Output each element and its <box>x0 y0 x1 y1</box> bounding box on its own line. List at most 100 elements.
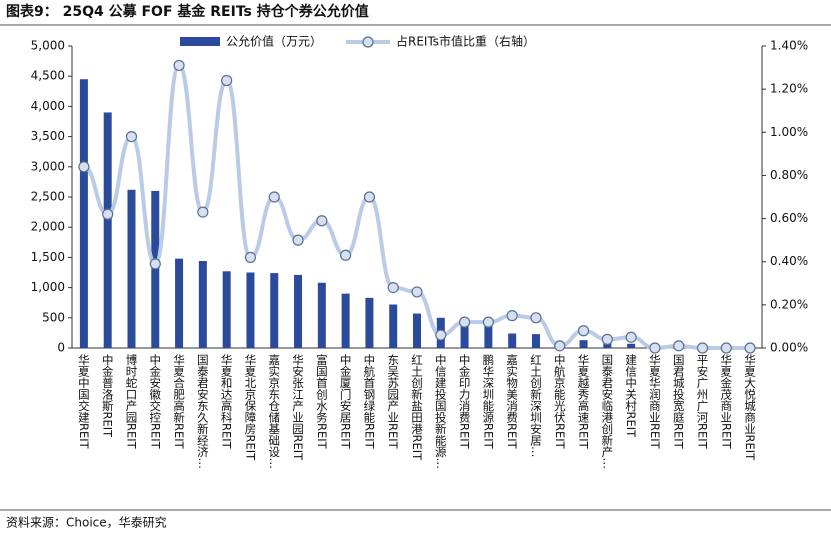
marker <box>102 208 114 220</box>
x-tick-label: 华夏北京保障房REIT <box>243 353 257 461</box>
marker <box>268 191 280 203</box>
marker <box>221 74 233 87</box>
x-tick-label: 建信中关村REIT <box>624 353 638 438</box>
bar <box>317 282 326 348</box>
x-tick-label: 华夏华润商业REIT <box>648 353 662 450</box>
x-tick-label: 中信建投国投新能源… <box>434 354 448 469</box>
marker <box>316 215 328 227</box>
x-tick-label: 华夏大悦城商业REIT <box>743 353 757 461</box>
bar <box>603 343 612 348</box>
y-tick-label: 1,500 <box>31 250 65 264</box>
marker <box>696 342 709 354</box>
x-tick-label: 中金普洛斯REIT <box>101 354 115 438</box>
y-tick-label: 2,000 <box>31 220 65 234</box>
bar <box>413 313 421 348</box>
y-tick-label: 4,500 <box>31 69 65 83</box>
marker <box>292 234 304 246</box>
x-tick-label: 嘉实京东仓储基础设… <box>267 354 281 469</box>
x-tick-label: 红土创新盐田港REIT <box>410 354 424 461</box>
x-tick-label: 红土创新深圳安居… <box>529 354 543 458</box>
marker <box>625 331 637 343</box>
y-tick-label: 5,000 <box>31 39 65 53</box>
bar <box>175 258 184 348</box>
chart-title: 图表9： 25Q4 公募 FOF 基金 REITs 持仓个券公允价值 <box>6 3 369 20</box>
x-tick-label: 中金厦门安居REIT <box>339 354 353 450</box>
marker <box>149 258 161 270</box>
marker <box>673 340 685 352</box>
x-tick-label: 华安张江产业园REIT <box>291 353 305 461</box>
marker <box>411 286 423 298</box>
x-tick-label: 中航首钢绿能REIT <box>362 354 376 450</box>
marker <box>244 251 257 263</box>
marker <box>78 161 90 173</box>
x-tick-label: 国泰君安临港创新产… <box>600 354 614 469</box>
marker <box>363 191 376 203</box>
x-tick-label: 华夏越秀高速REIT <box>577 353 591 450</box>
x-tick-label: 中金印力消费REIT <box>458 354 472 450</box>
y2-tick-label: 1.40% <box>770 39 808 53</box>
bar <box>198 261 207 348</box>
marker <box>530 312 542 324</box>
bar <box>341 293 350 348</box>
x-tick-label: 中航京能光伏REIT <box>553 354 567 450</box>
x-tick-label: 鹏华深圳能源REIT <box>481 354 495 450</box>
y2-tick-label: 0.80% <box>770 168 808 182</box>
y2-tick-label: 0.00% <box>770 341 808 355</box>
bar <box>627 343 636 348</box>
bar <box>579 340 588 348</box>
legend-swatch <box>362 36 374 48</box>
y2-tick-label: 1.00% <box>770 125 808 139</box>
x-tick-label: 中金安徽交控REIT <box>148 354 162 450</box>
legend-swatch <box>180 37 220 46</box>
marker <box>482 316 494 328</box>
x-tick-label: 东吴苏园产业REIT <box>386 354 400 450</box>
bar <box>531 334 540 348</box>
source: 资料来源：Choice，华泰研究 <box>6 515 167 530</box>
marker <box>197 206 209 218</box>
x-tick-label: 华夏和达高科REIT <box>220 353 234 450</box>
bar <box>460 325 469 348</box>
y-tick-label: 2,500 <box>31 190 65 204</box>
y2-tick-label: 0.40% <box>770 254 808 268</box>
marker <box>173 59 185 72</box>
x-tick-label: 嘉实物美消费REIT <box>505 354 519 450</box>
marker <box>458 316 471 328</box>
x-tick-label: 平安广州广河REIT <box>696 354 710 450</box>
line <box>83 63 751 351</box>
bar <box>365 297 374 348</box>
bar <box>103 112 112 348</box>
bar <box>484 326 493 348</box>
bar <box>389 304 398 348</box>
bar <box>222 271 231 348</box>
y2-tick-label: 0.60% <box>770 211 808 225</box>
x-tick-label: 华夏金茂商业REIT <box>719 353 733 450</box>
legend-label: 占REITs市值比重（右轴） <box>396 34 535 49</box>
marker <box>554 340 566 352</box>
bar <box>270 273 279 348</box>
bar <box>79 79 88 348</box>
bar <box>294 274 303 348</box>
legend-label: 公允价值（万元） <box>226 34 322 49</box>
x-tick-label: 富国首创水务REIT <box>315 353 329 450</box>
y-tick-label: 3,000 <box>31 159 65 173</box>
x-tick-label: 华夏合肥高新REIT <box>172 353 186 450</box>
y-tick-label: 3,500 <box>31 129 65 143</box>
marker <box>125 131 138 143</box>
marker <box>601 333 613 345</box>
marker <box>577 325 590 337</box>
bar <box>246 272 255 348</box>
y2-tick-label: 1.20% <box>770 82 808 96</box>
marker <box>387 282 399 294</box>
marker <box>506 310 518 322</box>
marker <box>340 249 352 261</box>
bar <box>127 189 136 348</box>
x-tick-label: 博时蛇口产园REIT <box>124 354 138 450</box>
x-tick-label: 华夏中国交建REIT <box>77 353 91 450</box>
bar <box>508 333 517 348</box>
marker <box>720 342 732 354</box>
marker <box>744 342 756 354</box>
bar <box>151 190 160 348</box>
y2-tick-label: 0.20% <box>770 297 808 311</box>
x-tick-label: 国泰君安东久新经济… <box>196 354 210 469</box>
